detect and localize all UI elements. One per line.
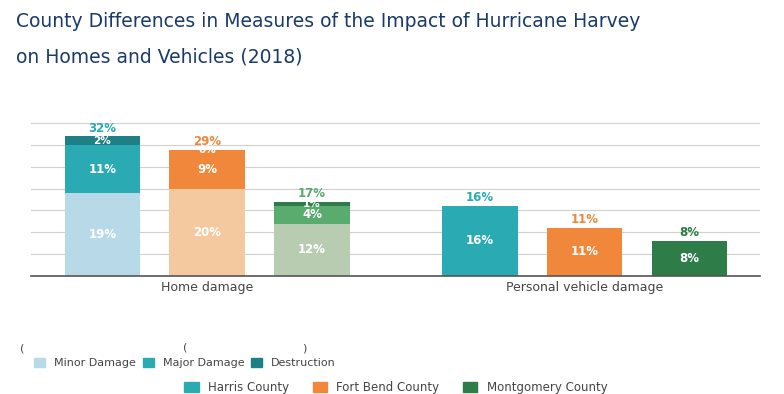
Text: ): ) bbox=[302, 344, 307, 354]
Text: 12%: 12% bbox=[298, 243, 326, 256]
Bar bbox=[64, 193, 140, 276]
Text: 4%: 4% bbox=[302, 208, 322, 221]
Bar bbox=[442, 206, 517, 276]
Bar bbox=[274, 206, 350, 223]
Bar bbox=[274, 202, 350, 206]
Text: 8%: 8% bbox=[680, 226, 699, 239]
Text: (: ( bbox=[20, 344, 24, 354]
Text: 9%: 9% bbox=[197, 163, 217, 176]
Text: 20%: 20% bbox=[193, 226, 221, 239]
Text: 8%: 8% bbox=[680, 252, 699, 265]
Bar bbox=[169, 149, 245, 189]
Text: County Differences in Measures of the Impact of Hurricane Harvey: County Differences in Measures of the Im… bbox=[16, 12, 640, 31]
Text: 29%: 29% bbox=[193, 135, 221, 148]
Text: 11%: 11% bbox=[89, 163, 116, 176]
Bar bbox=[64, 145, 140, 193]
Text: 32%: 32% bbox=[89, 122, 116, 135]
Bar bbox=[274, 223, 350, 276]
Text: 16%: 16% bbox=[466, 191, 494, 204]
Text: 11%: 11% bbox=[571, 213, 599, 226]
Text: 17%: 17% bbox=[298, 187, 326, 200]
Bar bbox=[169, 189, 245, 276]
Bar bbox=[547, 228, 622, 276]
Text: 11%: 11% bbox=[571, 245, 599, 258]
Text: on Homes and Vehicles (2018): on Homes and Vehicles (2018) bbox=[16, 47, 302, 66]
Text: 19%: 19% bbox=[88, 228, 116, 241]
Bar bbox=[652, 241, 728, 276]
Bar bbox=[64, 136, 140, 145]
Text: 2%: 2% bbox=[93, 136, 111, 146]
Text: 0%: 0% bbox=[198, 145, 216, 154]
Legend: Harris County, Fort Bend County, Montgomery County: Harris County, Fort Bend County, Montgom… bbox=[180, 377, 612, 394]
Text: 16%: 16% bbox=[466, 234, 494, 247]
Text: 1%: 1% bbox=[303, 199, 321, 209]
